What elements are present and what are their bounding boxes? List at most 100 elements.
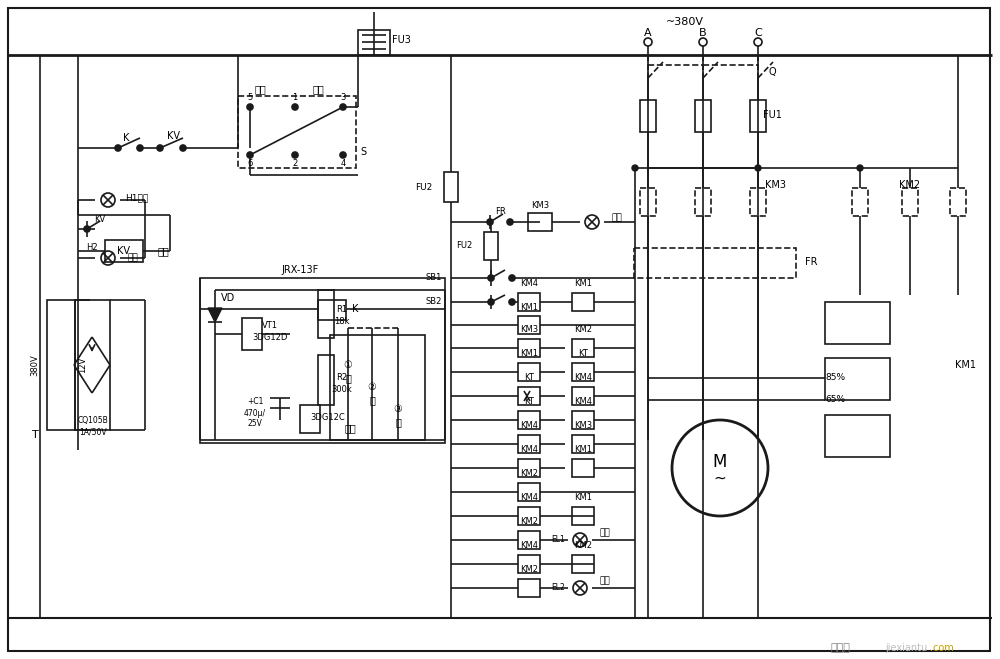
Text: KM1: KM1 <box>520 349 538 358</box>
Circle shape <box>247 152 253 158</box>
Text: 1: 1 <box>292 94 298 103</box>
Bar <box>518 293 540 311</box>
Text: KM1: KM1 <box>520 302 538 312</box>
Text: KV: KV <box>118 246 130 256</box>
Text: KT: KT <box>524 397 534 407</box>
Text: S: S <box>360 147 366 157</box>
Text: 常开: 常开 <box>158 246 170 256</box>
Circle shape <box>488 275 494 281</box>
Text: KM2: KM2 <box>574 542 592 550</box>
Bar <box>330 335 425 440</box>
Bar <box>518 579 540 597</box>
Text: KM4: KM4 <box>520 279 538 289</box>
Polygon shape <box>208 308 222 322</box>
Circle shape <box>84 226 90 232</box>
Bar <box>518 316 540 334</box>
Text: ①: ① <box>344 360 352 370</box>
Text: K: K <box>123 133 129 143</box>
Bar <box>902 188 918 216</box>
Circle shape <box>340 104 346 110</box>
Text: 3DG12D: 3DG12D <box>252 333 288 341</box>
Bar <box>572 507 594 525</box>
Bar <box>825 415 890 457</box>
Text: FU2: FU2 <box>415 183 432 192</box>
Text: 470μ/: 470μ/ <box>244 409 266 418</box>
Text: KM2: KM2 <box>574 326 592 335</box>
Text: ②: ② <box>368 382 376 392</box>
Bar <box>825 358 890 400</box>
Text: 起动: 起动 <box>600 529 611 538</box>
Bar <box>238 96 356 168</box>
Circle shape <box>857 165 863 171</box>
Text: EL2: EL2 <box>551 583 565 592</box>
Text: VD: VD <box>221 293 235 303</box>
Text: KM4: KM4 <box>520 542 538 550</box>
Circle shape <box>292 152 298 158</box>
Text: 自动: 自动 <box>254 84 266 94</box>
Circle shape <box>488 299 494 305</box>
Bar <box>318 290 334 338</box>
Bar <box>572 363 594 381</box>
Text: M: M <box>713 453 727 471</box>
Circle shape <box>755 165 761 171</box>
Bar <box>852 188 868 216</box>
Bar <box>518 363 540 381</box>
Circle shape <box>509 275 515 281</box>
Bar <box>518 387 540 405</box>
Bar <box>572 293 594 311</box>
Text: 接线图: 接线图 <box>830 643 850 653</box>
Text: FU2: FU2 <box>456 241 472 250</box>
Text: 运行: 运行 <box>612 214 623 223</box>
Bar <box>750 100 766 132</box>
Text: 停止: 停止 <box>600 577 611 585</box>
Text: KM3: KM3 <box>531 202 549 210</box>
Circle shape <box>507 219 513 225</box>
Text: R2: R2 <box>336 374 348 382</box>
Text: JRX-13F: JRX-13F <box>281 265 319 275</box>
Bar <box>444 172 458 202</box>
Text: KM3: KM3 <box>765 180 786 190</box>
Text: B: B <box>699 28 707 38</box>
Bar <box>572 339 594 357</box>
Text: 水塔: 水塔 <box>344 423 356 433</box>
Text: KM4: KM4 <box>574 374 592 382</box>
Text: SB2: SB2 <box>426 297 442 306</box>
Text: KT: KT <box>524 374 534 382</box>
Circle shape <box>180 145 186 151</box>
Text: 65%: 65% <box>825 395 845 405</box>
Text: 380V: 380V <box>30 354 40 376</box>
Bar <box>518 483 540 501</box>
Circle shape <box>487 219 493 225</box>
Text: H2: H2 <box>86 243 98 252</box>
Bar <box>572 435 594 453</box>
Circle shape <box>115 145 121 151</box>
Text: 12V: 12V <box>78 357 88 373</box>
Bar <box>518 435 540 453</box>
Text: +C1: +C1 <box>247 397 263 407</box>
Text: 3: 3 <box>340 94 346 103</box>
Text: 18k: 18k <box>334 318 350 326</box>
Bar <box>242 318 262 350</box>
Text: .com: .com <box>930 643 954 653</box>
Text: KM4: KM4 <box>520 445 538 455</box>
Bar <box>518 531 540 549</box>
Bar <box>695 188 711 216</box>
Text: 4: 4 <box>340 159 346 169</box>
Text: C: C <box>754 28 762 38</box>
Bar <box>484 232 498 260</box>
Text: SB1: SB1 <box>426 273 442 283</box>
Text: KM1: KM1 <box>574 445 592 455</box>
Bar <box>105 240 143 262</box>
Circle shape <box>247 104 253 110</box>
Text: KT: KT <box>578 349 588 358</box>
Text: 手动: 手动 <box>312 84 324 94</box>
Circle shape <box>509 299 515 305</box>
Text: 6: 6 <box>247 159 253 169</box>
Bar <box>75 300 110 430</box>
Bar <box>695 100 711 132</box>
Bar <box>572 411 594 429</box>
Bar <box>518 411 540 429</box>
Circle shape <box>157 145 163 151</box>
Text: KM4: KM4 <box>520 494 538 503</box>
Text: K: K <box>352 304 358 314</box>
